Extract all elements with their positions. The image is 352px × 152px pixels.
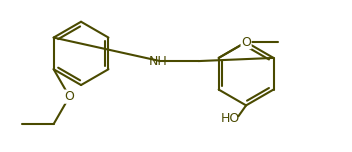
Text: O: O <box>241 36 251 49</box>
Text: HO: HO <box>221 112 240 125</box>
Text: NH: NH <box>149 55 168 69</box>
Text: O: O <box>64 90 74 103</box>
